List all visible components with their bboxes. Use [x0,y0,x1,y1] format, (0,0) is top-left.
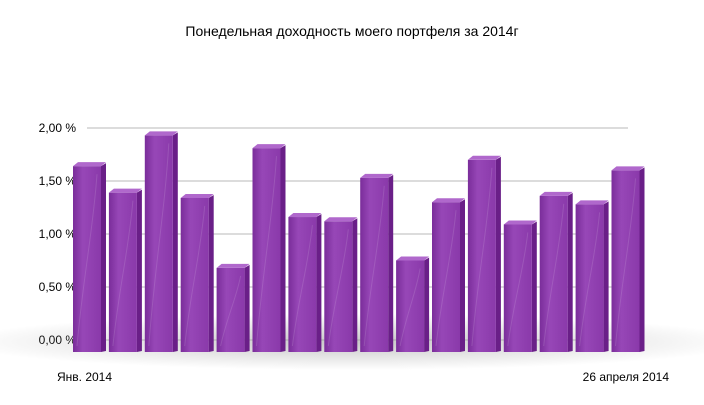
bar [539,191,573,352]
bar [396,256,430,352]
x-axis-end-label: 26 апреля 2014 [583,370,670,384]
bar [216,263,250,352]
y-tick-label: 0,50 % [39,280,77,294]
bar [503,220,537,352]
bar [467,155,501,352]
bar [180,193,214,352]
bar [611,166,645,352]
bar [288,213,322,352]
bar [360,173,394,352]
chart-title: Понедельная доходность моего портфеля за… [185,23,518,39]
bar [144,131,178,352]
bars [73,131,645,352]
bar [575,200,609,352]
y-tick-label: 1,50 % [39,174,77,188]
bar [108,188,142,352]
bar [252,144,286,352]
bar [73,162,106,352]
bar [324,217,358,352]
y-tick-label: 2,00 % [39,121,77,135]
y-axis-tick-labels: 0,00 %0,50 %1,00 %1,50 %2,00 % [39,121,77,347]
y-tick-label: 1,00 % [39,227,77,241]
x-axis-start-label: Янв. 2014 [57,370,112,384]
bar [432,198,465,352]
